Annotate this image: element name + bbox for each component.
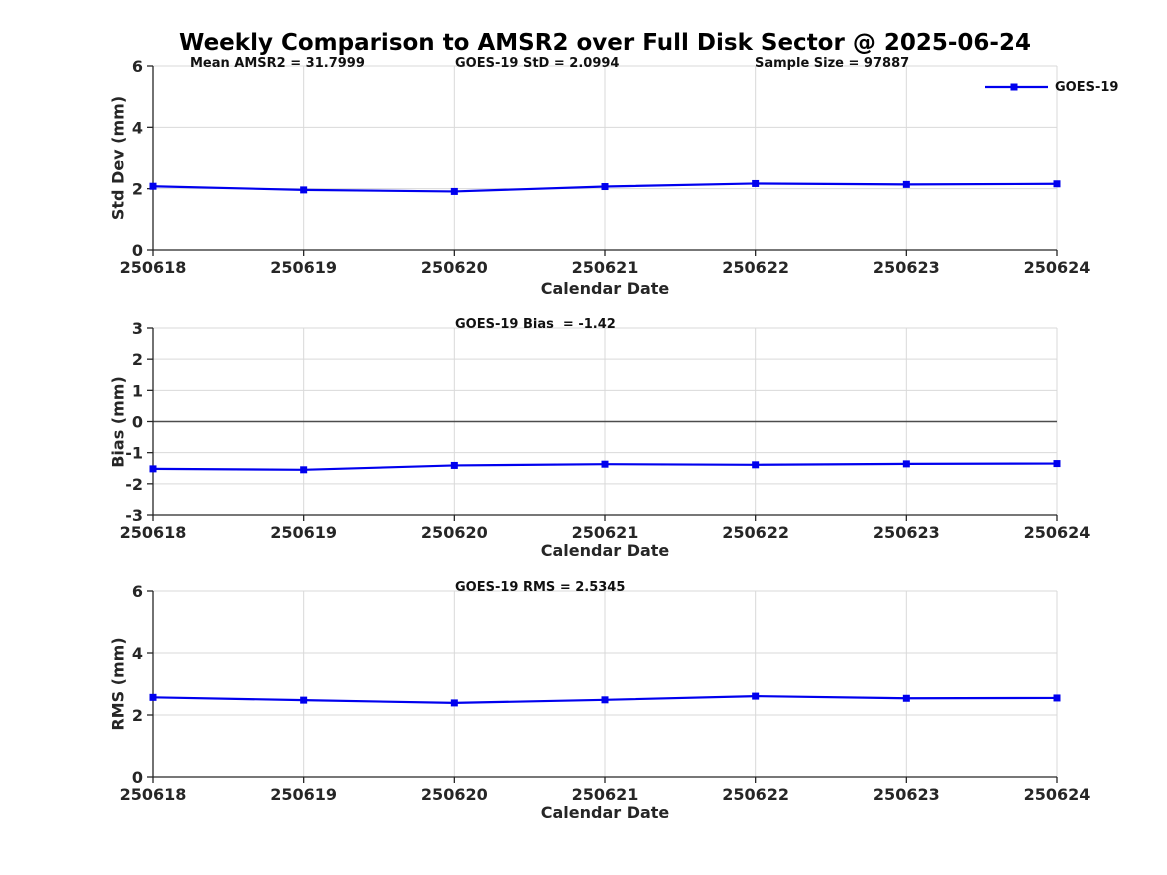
chart-title: Weekly Comparison to AMSR2 over Full Dis… <box>179 30 1031 56</box>
data-point-marker <box>300 696 308 704</box>
y-tick-label: 0 <box>132 768 143 787</box>
x-tick-label: 250620 <box>421 258 488 277</box>
y-tick-label: -3 <box>125 506 143 525</box>
y-axis-label-bias: Bias (mm) <box>108 376 128 468</box>
std-dev-subplot: 250618 250619 250620 250621 250622 250623 2506… <box>120 57 1091 277</box>
data-point-marker <box>450 699 458 707</box>
y-tick-label: 4 <box>132 644 143 663</box>
x-tick-label: 250624 <box>1024 258 1091 277</box>
data-point-marker <box>601 460 609 468</box>
data-point-marker <box>149 465 157 473</box>
x-tick-label: 250621 <box>572 785 639 804</box>
y-tick-label: 3 <box>132 319 143 338</box>
y-tick-label: 6 <box>132 582 143 601</box>
y-tick-label: 4 <box>132 118 143 137</box>
data-point-marker <box>752 179 760 187</box>
data-point-marker <box>752 692 760 700</box>
x-tick-label: 250618 <box>120 523 187 542</box>
y-axis-label-std-dev: Std Dev (mm) <box>108 95 128 221</box>
y-tick-label: 0 <box>132 413 143 432</box>
rms-subplot: 250618 250619 250620 250621 250622 250623 2506… <box>120 582 1091 804</box>
x-tick-label: 250623 <box>873 523 940 542</box>
x-tick-label: 250619 <box>270 258 337 277</box>
data-point-marker <box>1053 460 1061 468</box>
annotation-goes19-std: GOES-19 StD = 2.0994 <box>455 56 620 71</box>
legend-marker <box>1010 83 1018 91</box>
data-point-marker <box>450 461 458 469</box>
data-point-marker <box>601 696 609 704</box>
x-tick-label: 250624 <box>1024 523 1091 542</box>
y-tick-label: -2 <box>125 475 143 494</box>
legend: GOES-19 <box>985 79 1118 95</box>
x-tick-label: 250620 <box>421 785 488 804</box>
data-point-marker <box>1053 180 1061 188</box>
x-axis-label-calendar-date: Calendar Date <box>540 803 670 822</box>
data-point-marker <box>149 182 157 190</box>
x-tick-label: 250618 <box>120 785 187 804</box>
legend-label: GOES-19 <box>1055 79 1119 95</box>
x-tick-label: 250622 <box>722 785 789 804</box>
x-tick-label: 250623 <box>873 785 940 804</box>
data-point-marker <box>1053 694 1061 702</box>
x-tick-label: 250618 <box>120 258 187 277</box>
data-point-marker <box>149 693 157 701</box>
x-axis-label-calendar-date: Calendar Date <box>540 541 670 560</box>
data-point-marker <box>752 461 760 469</box>
y-tick-label: 0 <box>132 241 143 260</box>
x-tick-label: 250619 <box>270 523 337 542</box>
x-tick-label: 250621 <box>572 523 639 542</box>
x-tick-label: 250623 <box>873 258 940 277</box>
data-point-marker <box>902 180 910 188</box>
x-tick-label: 250622 <box>722 523 789 542</box>
x-tick-label: 250624 <box>1024 785 1091 804</box>
data-point-marker <box>601 183 609 191</box>
y-tick-label: -1 <box>125 444 143 463</box>
y-tick-label: 2 <box>132 706 143 725</box>
data-point-marker <box>300 186 308 194</box>
data-point-marker <box>450 187 458 195</box>
annotation-mean-amsr2: Mean AMSR2 = 31.7999 <box>190 56 365 71</box>
annotation-goes19-bias: GOES-19 Bias = -1.42 <box>455 317 616 332</box>
x-tick-label: 250621 <box>572 258 639 277</box>
data-point-marker <box>902 460 910 468</box>
y-tick-label: 2 <box>132 350 143 369</box>
y-tick-label: 6 <box>132 57 143 76</box>
legend-line-marker-sample <box>985 83 1048 91</box>
x-tick-label: 250620 <box>421 523 488 542</box>
bias-subplot: 250618 250619 250620 250621 250622 250623 2506… <box>120 319 1091 542</box>
data-point-marker <box>902 694 910 702</box>
annotation-sample-size: Sample Size = 97887 <box>755 56 910 71</box>
data-point-marker <box>300 466 308 474</box>
annotation-goes19-rms: GOES-19 RMS = 2.5345 <box>455 580 626 595</box>
y-tick-label: 2 <box>132 180 143 199</box>
y-axis-label-rms: RMS (mm) <box>108 637 128 731</box>
x-axis-label-calendar-date: Calendar Date <box>540 279 670 298</box>
y-tick-label: 1 <box>132 381 143 400</box>
x-tick-label: 250622 <box>722 258 789 277</box>
x-tick-label: 250619 <box>270 785 337 804</box>
